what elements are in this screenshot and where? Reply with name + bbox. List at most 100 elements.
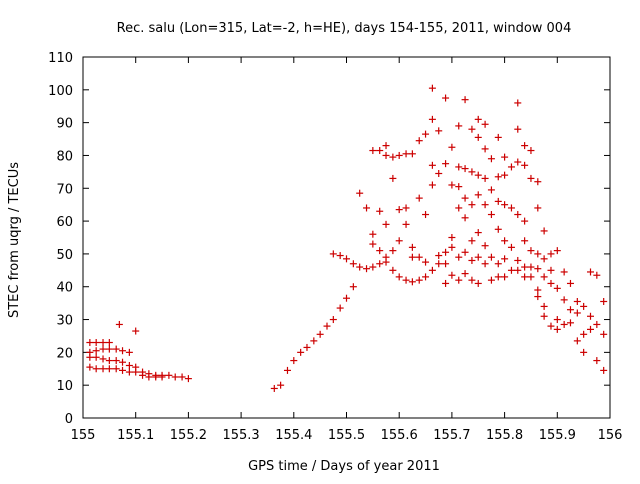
data-point (428, 266, 436, 274)
data-point (349, 283, 357, 291)
data-point (521, 237, 529, 245)
x-tick-label: 155.2 (170, 428, 207, 443)
data-point (112, 345, 120, 353)
data-point (600, 297, 608, 305)
data-point (92, 347, 100, 355)
data-point (448, 143, 456, 151)
data-point (356, 189, 364, 197)
data-point (343, 294, 350, 302)
x-tick-label: 155.8 (486, 428, 523, 443)
data-point (580, 302, 588, 310)
data-point (125, 361, 133, 369)
data-point (442, 160, 450, 168)
x-tick-label: 155.4 (275, 428, 312, 443)
data-point (474, 115, 482, 123)
data-point (86, 339, 94, 347)
x-tick-label: 155.5 (328, 428, 365, 443)
data-point (283, 366, 291, 374)
data-point (560, 320, 568, 328)
data-point (494, 225, 502, 233)
data-point (481, 120, 489, 128)
data-point (481, 260, 489, 268)
data-point (422, 258, 430, 266)
data-point (461, 214, 469, 222)
data-point (494, 260, 502, 268)
data-point (369, 240, 377, 248)
data-point (501, 273, 509, 281)
data-point (553, 247, 561, 255)
data-point (395, 237, 403, 245)
data-point (481, 145, 489, 153)
y-tick-label: 0 (65, 412, 73, 427)
data-point (105, 339, 113, 347)
data-point (474, 171, 482, 179)
data-point (415, 194, 423, 202)
data-point (369, 147, 377, 155)
data-point (468, 201, 476, 209)
x-tick-label: 155 (71, 428, 96, 443)
data-point (487, 211, 495, 219)
data-point (540, 273, 548, 281)
data-point (303, 343, 311, 351)
data-point (521, 273, 529, 281)
data-point (422, 211, 430, 219)
data-point (369, 230, 377, 238)
data-point (408, 253, 416, 261)
data-point (587, 325, 595, 333)
data-point (408, 278, 416, 286)
data-point (323, 322, 331, 330)
data-point (468, 256, 476, 264)
data-point (468, 168, 476, 176)
data-point (455, 183, 463, 191)
data-point (487, 155, 495, 163)
data-point (442, 94, 450, 102)
y-axis-label: STEC from uqrg / TECUs (7, 162, 22, 318)
data-point (336, 304, 344, 312)
data-point (468, 125, 476, 133)
data-point (521, 161, 529, 169)
y-tick-label: 20 (56, 346, 73, 361)
data-point (521, 217, 529, 225)
data-point (587, 268, 595, 276)
data-point (428, 115, 436, 123)
data-point (560, 268, 568, 276)
data-point (573, 309, 581, 317)
x-axis-label: GPS time / Days of year 2011 (248, 459, 440, 474)
data-point (521, 263, 529, 271)
data-point (112, 365, 120, 373)
data-point (415, 276, 423, 284)
data-point (139, 371, 147, 379)
data-point (448, 181, 456, 189)
data-point (389, 266, 397, 274)
data-point (501, 237, 509, 245)
data-point (448, 243, 456, 251)
data-point (501, 171, 509, 179)
data-point (112, 357, 120, 365)
y-tick-label: 110 (48, 51, 73, 66)
data-point (125, 368, 133, 376)
data-point (408, 243, 416, 251)
data-point (435, 260, 443, 268)
data-point (474, 133, 482, 141)
data-point (461, 194, 469, 202)
data-point (442, 279, 450, 287)
data-point (99, 365, 107, 373)
data-point (343, 255, 350, 263)
data-point (125, 348, 133, 356)
y-tick-label: 30 (56, 314, 73, 329)
data-point (474, 191, 482, 199)
data-point (593, 320, 601, 328)
data-point (99, 345, 107, 353)
data-point (382, 142, 390, 150)
y-tick-label: 40 (56, 281, 73, 296)
data-point (382, 151, 390, 159)
data-point (580, 330, 588, 338)
data-point (395, 151, 403, 159)
data-point (527, 247, 535, 255)
data-point (290, 357, 298, 365)
data-point (540, 302, 548, 310)
data-point (145, 373, 153, 381)
data-point (152, 373, 160, 381)
x-tick-label: 156 (598, 428, 623, 443)
